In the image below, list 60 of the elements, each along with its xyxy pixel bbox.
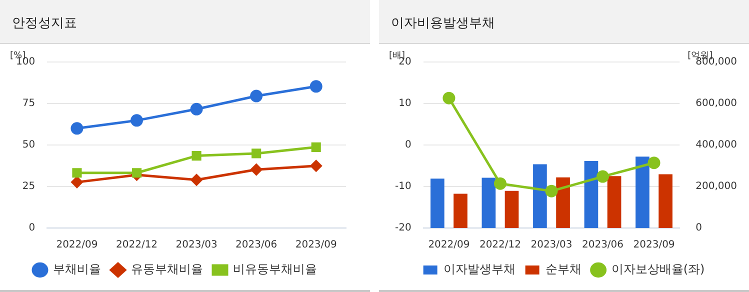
point bbox=[311, 142, 321, 152]
y-tick-label: 0 bbox=[28, 222, 36, 234]
y-tick-label: 0 bbox=[404, 140, 412, 151]
legend-label: 부채비율 bbox=[53, 262, 101, 276]
x-tick-label: 2022/12 bbox=[479, 240, 521, 251]
point bbox=[132, 168, 142, 178]
point bbox=[310, 160, 322, 172]
y2-tick-label: 0 bbox=[696, 222, 702, 234]
bar bbox=[504, 190, 519, 228]
point bbox=[494, 177, 506, 190]
legend-label: 이자보상배율(좌) bbox=[611, 262, 705, 276]
y-tick-label: 20 bbox=[398, 56, 412, 68]
bar bbox=[556, 177, 570, 228]
point bbox=[252, 148, 262, 158]
bar bbox=[430, 178, 444, 228]
x-tick-label: 2023/03 bbox=[530, 240, 572, 251]
point bbox=[190, 174, 202, 186]
point bbox=[310, 80, 322, 93]
point bbox=[71, 176, 83, 188]
chart-title: 이자비용발생부채 bbox=[379, 0, 749, 44]
y2-tick-label: 200,000 bbox=[696, 181, 738, 192]
x-tick-label: 2022/09 bbox=[56, 240, 98, 251]
x-tick-label: 2023/06 bbox=[582, 240, 624, 251]
bar bbox=[584, 160, 598, 228]
bar bbox=[658, 174, 672, 228]
bar bbox=[454, 194, 468, 228]
point bbox=[250, 90, 263, 102]
y-tick-label: -20 bbox=[394, 222, 412, 234]
bar bbox=[533, 164, 547, 228]
x-tick-label: 2023/09 bbox=[295, 240, 337, 251]
x-tick-label: 2022/09 bbox=[428, 240, 470, 251]
point bbox=[648, 156, 660, 170]
point bbox=[596, 170, 610, 183]
point bbox=[442, 92, 456, 104]
x-tick-label: 2023/06 bbox=[236, 240, 278, 251]
chart-title: 안정성지표 bbox=[0, 0, 370, 44]
y2-tick-label: 600,000 bbox=[696, 98, 738, 110]
legend-label: 순부채 bbox=[545, 262, 582, 276]
y-tick-label: 25 bbox=[22, 181, 36, 192]
y2-tick-label: 400,000 bbox=[696, 140, 738, 151]
bar bbox=[482, 178, 496, 228]
bar bbox=[636, 156, 650, 228]
legend-label: 유동부채비율 bbox=[131, 262, 203, 276]
legend-label: 비유동부채비율 bbox=[233, 262, 317, 276]
bar bbox=[607, 176, 622, 228]
y-tick-label: 75 bbox=[22, 98, 36, 110]
y-tick-label: 10 bbox=[398, 98, 412, 110]
y-tick-label: -10 bbox=[394, 181, 412, 192]
point bbox=[545, 184, 558, 198]
point bbox=[130, 114, 144, 127]
x-tick-label: 2022/12 bbox=[116, 240, 158, 251]
point bbox=[250, 164, 262, 176]
y-tick-label: 50 bbox=[22, 140, 36, 151]
x-tick-label: 2023/03 bbox=[176, 240, 218, 251]
x-tick-label: 2023/09 bbox=[633, 240, 675, 251]
point bbox=[192, 151, 202, 161]
point bbox=[190, 102, 203, 116]
point bbox=[70, 122, 84, 135]
point bbox=[72, 168, 82, 178]
legend-label: 이자발생부채 bbox=[443, 262, 516, 276]
